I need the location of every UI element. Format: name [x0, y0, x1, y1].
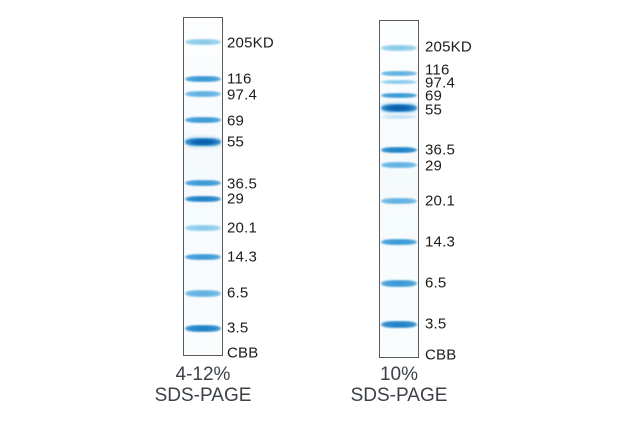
gel-band-97.4	[185, 91, 221, 97]
stain-label-cbb: CBB	[227, 344, 259, 362]
gel-band-69	[381, 92, 417, 98]
gel-band-29	[185, 196, 221, 202]
gel-band-55	[381, 104, 417, 112]
gel-band-3.5	[381, 320, 417, 328]
mw-label-69: 69	[425, 87, 443, 105]
mw-label-14.3: 14.3	[227, 248, 257, 266]
mw-label-36.5: 36.5	[227, 175, 257, 193]
mw-label-97.4: 97.4	[227, 86, 257, 104]
caption-percentage: 4-12%	[175, 364, 231, 385]
mw-label-205KD: 205KD	[425, 38, 472, 56]
mw-label-36.5: 36.5	[425, 141, 455, 159]
mw-label-20.1: 20.1	[425, 192, 455, 210]
gel-band-36.5	[185, 180, 221, 186]
gel-band-20.1	[185, 225, 221, 231]
mw-label-29: 29	[227, 190, 245, 208]
mw-label-6.5: 6.5	[227, 284, 249, 302]
caption-method: SDS-PAGE	[154, 385, 252, 406]
mw-label-55: 55	[425, 101, 443, 119]
gel-band-6.5	[185, 289, 221, 297]
gel-band-36.5	[381, 147, 417, 153]
gel-band-69	[185, 117, 221, 123]
gel-band-55	[185, 138, 221, 146]
mw-label-3.5: 3.5	[425, 315, 447, 333]
gel-band-14.3	[185, 254, 221, 260]
gel-lane-10	[379, 20, 419, 358]
mw-label-3.5: 3.5	[227, 319, 249, 337]
lane-caption-10: 10% SDS-PAGE	[351, 364, 448, 406]
lane-caption-4-12: 4-12% SDS-PAGE	[155, 364, 252, 406]
stain-label-cbb: CBB	[425, 346, 457, 364]
gel-band-29	[381, 162, 417, 168]
gel-lane-4-12	[183, 17, 223, 356]
mw-label-205KD: 205KD	[227, 34, 274, 52]
mw-label-29: 29	[425, 157, 443, 175]
gel-band-205KD	[185, 39, 221, 45]
gel-band-205KD	[381, 45, 417, 51]
mw-label-69: 69	[227, 112, 245, 130]
mw-label-116: 116	[227, 70, 252, 88]
caption-percentage: 10%	[379, 364, 419, 385]
mw-label-55: 55	[227, 133, 245, 151]
gel-band-20.1	[381, 198, 417, 204]
gel-band-116	[185, 76, 221, 82]
gel-band-14.3	[381, 239, 417, 245]
mw-label-116: 116	[425, 61, 450, 79]
mw-label-14.3: 14.3	[425, 233, 455, 251]
mw-label-97.4: 97.4	[425, 74, 455, 92]
gel-band-faint	[381, 115, 417, 119]
gel-band-3.5	[185, 324, 221, 332]
caption-method: SDS-PAGE	[350, 385, 448, 406]
gel-band-97.4	[381, 80, 417, 84]
mw-label-20.1: 20.1	[227, 219, 257, 237]
mw-label-6.5: 6.5	[425, 274, 447, 292]
gel-band-116	[381, 70, 417, 76]
gel-band-6.5	[381, 279, 417, 287]
